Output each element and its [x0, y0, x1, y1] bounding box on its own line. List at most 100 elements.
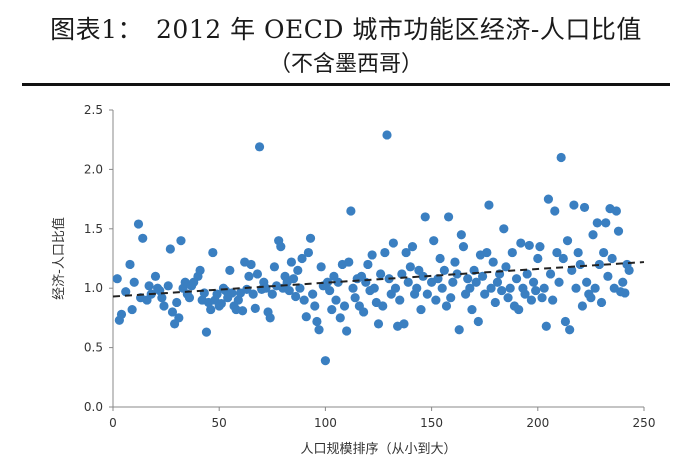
data-point — [573, 247, 583, 258]
data-point — [133, 219, 144, 229]
data-point — [522, 269, 532, 279]
data-point — [505, 283, 515, 293]
data-point — [369, 283, 379, 293]
data-point — [376, 269, 386, 279]
data-point — [216, 299, 226, 309]
data-point — [367, 250, 377, 260]
data-point — [437, 283, 447, 293]
data-point — [157, 293, 167, 303]
data-point — [293, 265, 303, 275]
data-point — [342, 326, 352, 336]
data-point — [586, 293, 596, 303]
data-point — [450, 257, 460, 267]
data-point — [528, 277, 539, 287]
data-point — [620, 288, 630, 298]
data-point — [429, 236, 439, 246]
data-point — [252, 269, 263, 279]
data-point — [582, 277, 592, 287]
data-point — [403, 277, 413, 287]
data-point — [537, 293, 547, 303]
data-point — [571, 283, 581, 293]
data-point — [159, 301, 169, 311]
x-tick-label: 150 — [420, 416, 443, 430]
data-point — [397, 269, 407, 279]
data-point — [286, 257, 297, 267]
data-point — [116, 309, 127, 319]
data-point — [339, 301, 350, 311]
data-point — [565, 325, 575, 335]
data-point — [246, 259, 256, 270]
data-point — [320, 356, 330, 366]
data-point — [405, 262, 415, 272]
data-point — [418, 271, 428, 281]
data-point — [390, 283, 401, 293]
data-point — [486, 283, 496, 293]
data-point — [388, 238, 398, 248]
data-point — [312, 316, 322, 327]
data-point — [463, 274, 473, 284]
y-tick-label: 2.5 — [84, 103, 103, 117]
data-point — [545, 269, 556, 279]
y-axis-label: 经济-人口比值 — [51, 217, 67, 300]
data-point — [138, 233, 148, 243]
data-point — [244, 271, 254, 281]
data-point — [503, 293, 513, 303]
data-point — [127, 304, 137, 315]
data-point — [541, 321, 551, 331]
x-tick-label: 0 — [109, 416, 117, 430]
data-point — [248, 289, 258, 299]
data-point — [599, 247, 609, 258]
data-point — [401, 247, 411, 258]
data-point — [471, 277, 481, 287]
data-point — [314, 325, 324, 335]
data-point — [184, 293, 195, 303]
data-point — [150, 271, 161, 281]
data-point — [331, 295, 341, 305]
data-point — [310, 301, 320, 311]
data-point — [548, 295, 558, 305]
x-tick-label: 250 — [633, 416, 656, 430]
data-point — [443, 212, 454, 222]
data-point — [524, 240, 534, 251]
data-point — [144, 281, 154, 291]
data-point — [439, 265, 449, 275]
data-point — [624, 265, 634, 275]
data-point — [579, 202, 590, 213]
data-point — [237, 306, 248, 316]
data-point — [601, 218, 611, 228]
data-point — [441, 301, 452, 311]
data-point — [344, 257, 354, 267]
data-point — [535, 242, 545, 252]
y-tick-label: 0.5 — [84, 341, 103, 355]
data-point — [165, 244, 175, 254]
trendline-group — [112, 261, 645, 298]
data-point — [346, 206, 356, 216]
trendline — [112, 261, 645, 298]
data-point — [227, 288, 237, 298]
data-point — [511, 274, 522, 284]
data-point — [163, 281, 173, 291]
data-point — [482, 247, 492, 258]
data-point — [416, 304, 426, 315]
data-point — [301, 312, 311, 322]
data-point — [288, 274, 299, 284]
data-point — [412, 283, 422, 293]
y-tick-label: 2.0 — [84, 162, 103, 176]
data-point — [492, 277, 503, 287]
data-point — [299, 295, 309, 305]
data-point — [499, 224, 509, 234]
data-point — [373, 319, 384, 329]
data-point — [206, 304, 216, 315]
data-point — [562, 236, 573, 246]
data-point — [501, 262, 511, 272]
data-point — [484, 200, 494, 210]
data-point — [596, 297, 607, 308]
data-point — [458, 242, 469, 252]
data-point — [363, 259, 373, 270]
y-tick-label: 1.5 — [84, 222, 103, 236]
data-point — [208, 247, 218, 258]
data-point — [348, 283, 358, 293]
data-point — [422, 289, 432, 299]
data-point — [420, 212, 430, 222]
